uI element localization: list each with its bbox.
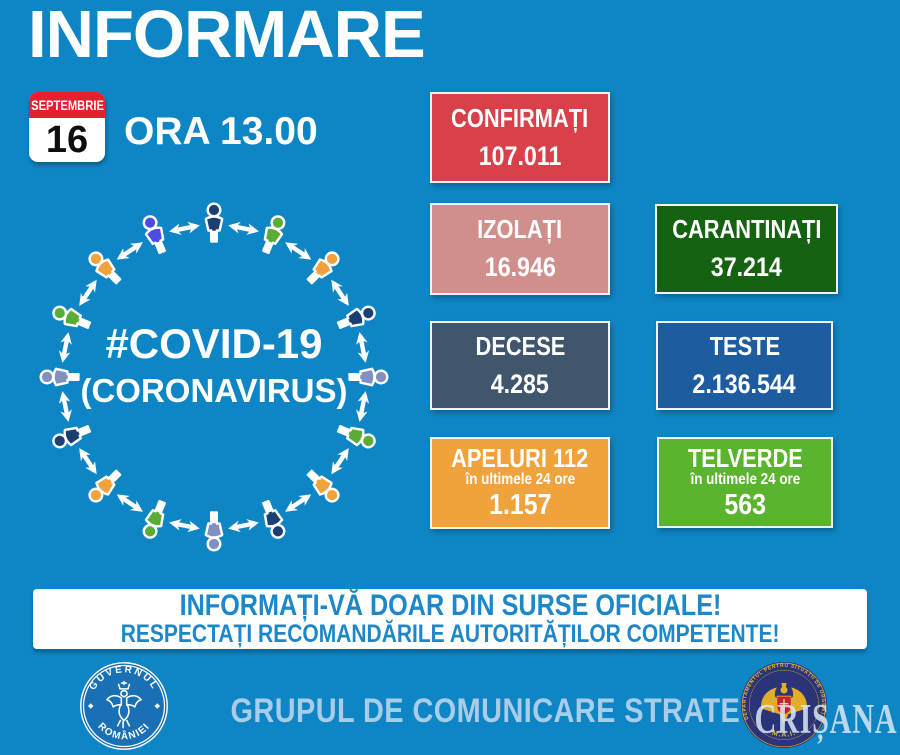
person-icon [262,215,286,255]
stat-card-carantinati: CARANTINAȚI 37.214 [655,204,838,294]
exchange-arrow [116,242,143,260]
stat-value: 4.285 [490,368,550,399]
stat-card-apeluri-112: APELURI 112 în ultimele 24 ore 1.157 [430,437,610,529]
dsu-mai-seal: DEPARTAMENTUL PENTRU SITUAȚII DE URGENȚĂ… [740,661,828,749]
strategic-group-label: GRUPUL DE COMUNICARE STRATEGICĂ [230,692,815,730]
stat-label: TELVERDE [687,442,803,473]
person-icon [336,305,376,329]
dsu-mai-text: M.A.I. [771,730,796,739]
person-icon [142,215,166,255]
exchange-arrow [79,279,97,306]
stat-label: CONFIRMAȚI [451,102,589,133]
calendar-badge: SEPTEMBRIE 16 [29,92,105,162]
exchange-arrow [356,332,370,363]
exchange-arrow [228,221,259,235]
page-title: INFORMARE [28,0,426,72]
stat-value: 107.011 [478,140,562,171]
stat-label: APELURI 112 [451,443,589,474]
stat-card-teste: TESTE 2.136.544 [656,321,833,410]
person-icon [262,499,286,539]
stat-value: 16.946 [484,252,556,283]
person-icon [39,367,80,387]
dsu-eagle-icon [761,683,807,725]
stat-value: 2.136.544 [692,368,797,399]
stat-card-confirmati: CONFIRMAȚI 107.011 [430,92,610,183]
stat-label: IZOLAȚI [477,214,563,245]
svg-text:M.A.I.: M.A.I. [771,730,797,739]
stat-value: 37.214 [710,252,783,283]
stat-sublabel: în ultimele 24 ore [690,470,800,488]
stat-label: CARANTINAȚI [671,214,822,245]
stat-label: TESTE [709,330,780,361]
crisana-watermark: CRIȘANA [754,697,897,743]
government-seal: GUVERNUL ROMÂNIEI [80,662,168,750]
calendar-month-label: SEPTEMBRIE [30,97,104,113]
coat-of-arms-icon [106,680,142,729]
person-icon [88,469,122,503]
stat-value: 563 [724,488,766,521]
person-icon [348,367,389,387]
calendar-month-band: SEPTEMBRIE [29,92,105,118]
stat-sublabel: în ultimele 24 ore [465,471,575,489]
person-icon [336,425,376,449]
stat-card-telverde: TELVERDE în ultimele 24 ore 563 [657,437,833,528]
person-icon [306,469,340,503]
calendar-day-label: 16 [45,118,89,161]
exchange-arrow [79,448,97,475]
person-icon [306,251,340,285]
notice-line-2: RESPECTAȚI RECOMANDĂRILE AUTORITĂȚILOR C… [120,620,780,649]
official-notice-band: INFORMAȚI-VĂ DOAR DIN SURSE OFICIALE! RE… [33,589,867,649]
person-icon [142,499,166,539]
exchange-arrow [331,279,349,306]
exchange-arrow [169,221,200,235]
gov-seal-disc [80,662,168,750]
stat-card-decese: DECESE 4.285 [430,321,610,410]
person-icon [204,511,224,552]
person-icon [52,425,92,449]
stat-value: 1.157 [488,489,552,522]
exchange-arrow [116,494,143,512]
time-label: ORA 13.00 [124,110,318,153]
person-icon [52,305,92,329]
exchange-arrow [285,494,312,512]
exchange-arrow [228,519,259,533]
exchange-arrow [169,519,200,533]
person-icon [88,251,122,285]
stat-card-izolati: IZOLAȚI 16.946 [430,203,610,295]
exchange-arrow [285,242,312,260]
exchange-arrow [356,391,370,422]
exchange-arrow [331,448,349,475]
exchange-arrow [58,332,72,363]
notice-line-1: INFORMAȚI-VĂ DOAR DIN SURSE OFICIALE! [179,588,721,622]
people-circle-svg [39,202,389,552]
person-icon [204,202,224,243]
stat-label: DECESE [475,330,565,361]
exchange-arrow [58,391,72,422]
